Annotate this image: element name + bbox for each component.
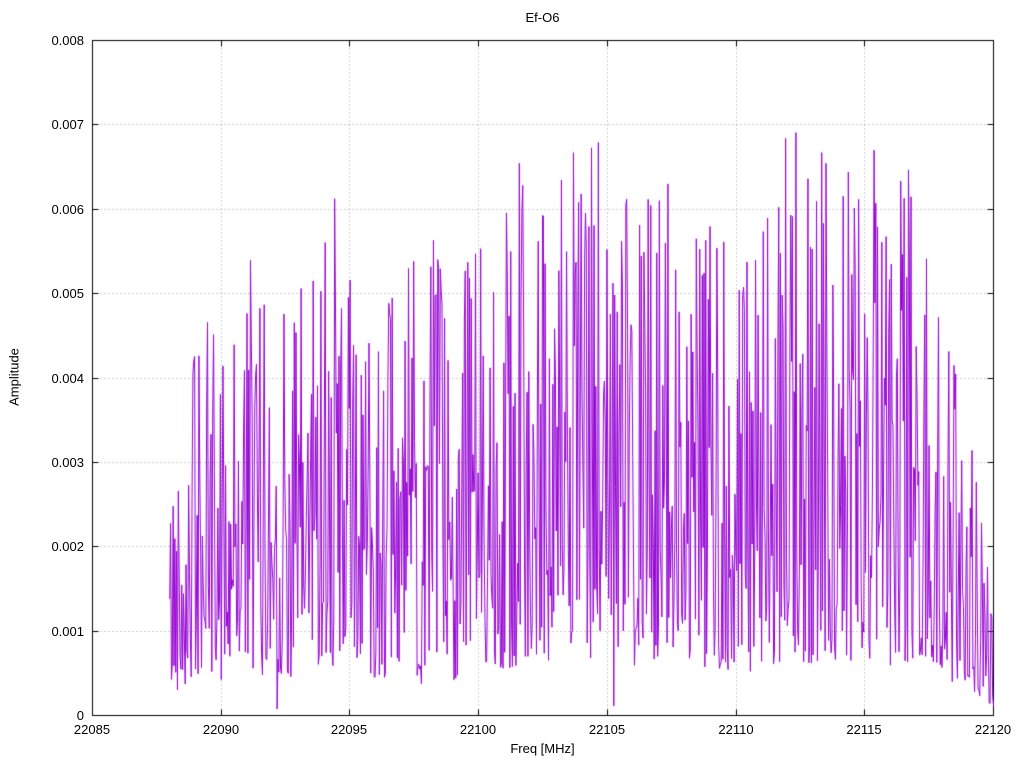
x-axis-label: Freq [MHz] bbox=[510, 741, 575, 756]
chart-title: Ef-O6 bbox=[525, 10, 560, 25]
y-axis-label: Amplitude bbox=[6, 348, 22, 406]
